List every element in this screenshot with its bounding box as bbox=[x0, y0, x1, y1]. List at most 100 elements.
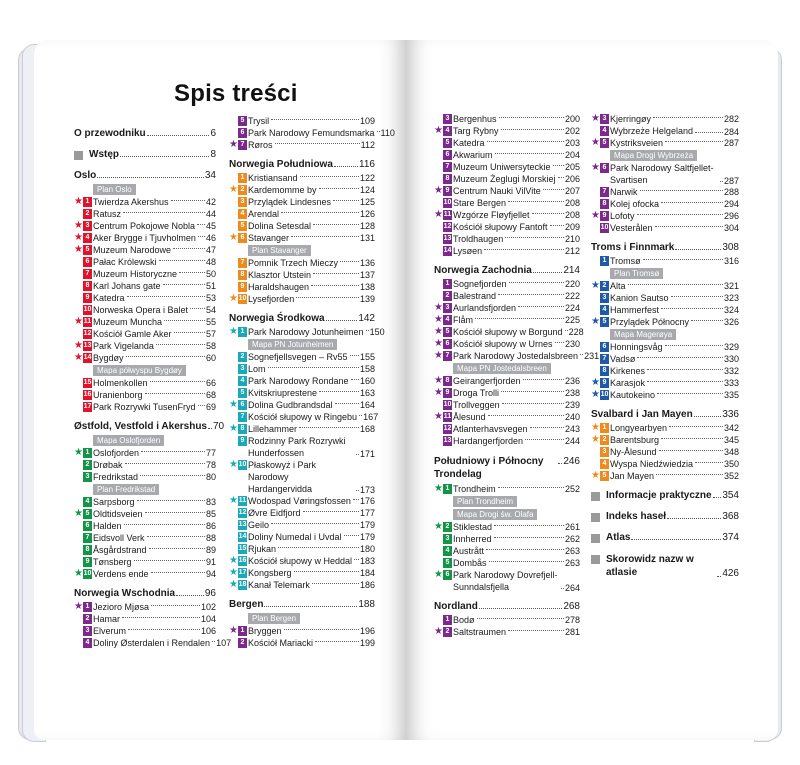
toc-entry[interactable]: 7 Muzeum Uniwersyteckie 205 bbox=[434, 161, 580, 173]
toc-entry[interactable]: 12 Øvre Eidfjord 177 bbox=[229, 507, 375, 519]
toc-entry[interactable]: ★ 1 Twierdza Akershus 42 bbox=[74, 196, 216, 208]
map-reference-badge[interactable]: Plan Bergen bbox=[248, 613, 301, 624]
toc-entry[interactable]: 7 Eidsvoll Verk 88 bbox=[74, 532, 216, 544]
toc-entry[interactable]: 14 Lysøen 212 bbox=[434, 245, 580, 257]
toc-entry[interactable]: 8 Åsgårdstrand 89 bbox=[74, 544, 216, 556]
toc-entry[interactable]: ★ 7 Røros 112 bbox=[229, 139, 375, 151]
toc-entry[interactable]: ★ 2 Stiklestad 261 bbox=[434, 521, 580, 533]
toc-entry[interactable]: ★ 11 Ålesund 240 bbox=[434, 411, 580, 423]
toc-entry[interactable]: 8 Kolej ofocka 294 bbox=[591, 198, 739, 210]
toc-entry[interactable]: 8 Muzeum Żeglugi Morskiej 206 bbox=[434, 173, 580, 185]
toc-entry[interactable]: 4 Sarpsborg 83 bbox=[74, 496, 216, 508]
map-reference-badge[interactable]: Plan Stavanger bbox=[248, 245, 311, 256]
section-heading[interactable]: Norwegia Wschodnia 96 bbox=[74, 588, 216, 599]
toc-entry[interactable]: ★ 10 Lysefjorden 139 bbox=[229, 293, 375, 305]
toc-entry[interactable]: 16 Uranienborg 68 bbox=[74, 389, 216, 401]
toc-entry[interactable]: ★ 1 Longyearbyen 342 bbox=[591, 422, 739, 434]
toc-entry[interactable]: 10 Vesterålen 304 bbox=[591, 222, 739, 234]
chapter-heading[interactable]: Indeks haseł 368 bbox=[591, 511, 739, 522]
section-heading[interactable]: Norwegia Zachodnia 214 bbox=[434, 265, 580, 276]
section-heading[interactable]: Troms i Finnmark 308 bbox=[591, 242, 739, 253]
toc-entry[interactable]: 5 Trysil 109 bbox=[229, 115, 375, 127]
map-reference-badge[interactable]: Plan Tromsø bbox=[610, 268, 664, 279]
toc-entry[interactable]: ★ 6 Kościół słupowy w Urnes 230 bbox=[434, 338, 580, 350]
toc-entry[interactable]: ★ 11 Wzgórze Fløyfjellet 208 bbox=[434, 209, 580, 221]
toc-entry[interactable]: 3 Elverum 106 bbox=[74, 625, 216, 637]
toc-entry[interactable]: 2 Kościół Mariacki 199 bbox=[229, 637, 375, 649]
toc-entry[interactable]: 3 Fredrikstad 80 bbox=[74, 471, 216, 483]
map-reference-badge[interactable]: Mapa półwyspu Bygdøy bbox=[93, 365, 186, 376]
toc-entry[interactable]: ★ 9 Centrum Nauki VilVite 207 bbox=[434, 185, 580, 197]
toc-entry[interactable]: ★ 11 Muzeum Muncha 55 bbox=[74, 316, 216, 328]
toc-entry[interactable]: 4 Doliny Østerdalen i Rendalen 107 bbox=[74, 637, 231, 649]
toc-entry[interactable]: ★ 9 Karasjok 333 bbox=[591, 377, 739, 389]
toc-entry[interactable]: ★ 9 Droga Trolli 238 bbox=[434, 387, 580, 399]
toc-entry[interactable]: 1 Sognefjorden 220 bbox=[434, 278, 580, 290]
toc-entry[interactable]: 2 Hamar 104 bbox=[74, 613, 216, 625]
toc-entry[interactable]: 4 Arendal 126 bbox=[229, 208, 375, 220]
toc-entry[interactable]: ★ 4 Targ Rybny 202 bbox=[434, 125, 580, 137]
map-reference-badge[interactable]: Mapa Magerøya bbox=[610, 329, 677, 340]
toc-entry[interactable]: ★ 5 Przylądek Północny 326 bbox=[591, 316, 739, 328]
chapter-heading[interactable]: Atlas 374 bbox=[591, 532, 739, 543]
toc-entry[interactable]: ★ 7 Park Narodowy Jostedalsbreen 231 bbox=[434, 350, 599, 362]
toc-entry[interactable]: 2 Ratusz 44 bbox=[74, 208, 216, 220]
map-reference-badge[interactable]: Plan Oslo bbox=[93, 184, 136, 195]
section-heading[interactable]: Nordland 268 bbox=[434, 601, 580, 612]
section-heading[interactable]: Bergen 188 bbox=[229, 599, 375, 610]
toc-entry[interactable]: 6 Halden 86 bbox=[74, 520, 216, 532]
toc-entry[interactable]: 3 Ny-Ålesund 348 bbox=[591, 446, 739, 458]
toc-entry[interactable]: ★ 5 Oldtidsveien 85 bbox=[74, 508, 216, 520]
toc-entry[interactable]: ★ 2 Kardemomme by 124 bbox=[229, 184, 375, 196]
toc-entry[interactable]: 9 Haraldshaugen 138 bbox=[229, 281, 375, 293]
toc-entry[interactable]: 3 Przylądek Lindesnes 125 bbox=[229, 196, 375, 208]
toc-entry[interactable]: 8 Klasztor Utstein 137 bbox=[229, 269, 375, 281]
section-heading[interactable]: Norwegia Południowa 116 bbox=[229, 159, 375, 170]
toc-entry[interactable]: 17 Park Rozrywki TusenFryd 69 bbox=[74, 401, 216, 413]
toc-entry[interactable]: ★ 11 Wodospad Vøringsfossen 176 bbox=[229, 495, 375, 507]
toc-entry[interactable]: ★ 2 Barentsburg 345 bbox=[591, 434, 739, 446]
toc-entry[interactable]: 4 Hammerfest 324 bbox=[591, 304, 739, 316]
toc-entry[interactable]: ★ 2 Saltstraumen 281 bbox=[434, 626, 580, 638]
toc-entry[interactable]: 5 Dombås 263 bbox=[434, 557, 580, 569]
toc-entry[interactable]: 9 Katedra 53 bbox=[74, 292, 216, 304]
toc-entry[interactable]: 10 Norweska Opera i Balet 54 bbox=[74, 304, 216, 316]
toc-entry[interactable]: ★ 6 Park Narodowy Saltfjellet-Svartisen 287 bbox=[591, 162, 739, 186]
toc-entry[interactable]: 13 Hardangerfjorden 244 bbox=[434, 435, 580, 447]
toc-entry[interactable]: ★ 3 Kjerringøy 282 bbox=[591, 113, 739, 125]
toc-entry[interactable]: ★ 5 Kościół słupowy w Borgund 228 bbox=[434, 326, 584, 338]
toc-entry[interactable]: ★ 16 Kościół słupowy w Heddal 183 bbox=[229, 555, 375, 567]
toc-entry[interactable]: 2 Balestrand 222 bbox=[434, 290, 580, 302]
map-reference-badge[interactable]: Mapa Oslofjorden bbox=[93, 435, 165, 446]
toc-entry[interactable]: 7 Kościół słupowy w Ringebu 167 bbox=[229, 411, 378, 423]
map-reference-badge[interactable]: Mapa Drogi św. Olafa bbox=[453, 509, 538, 520]
toc-entry[interactable]: ★ 10 Verdens ende 94 bbox=[74, 568, 216, 580]
toc-entry[interactable]: ★ 3 Aurlandsfjorden 224 bbox=[434, 302, 580, 314]
toc-entry[interactable]: 13 Troldhaugen 210 bbox=[434, 233, 580, 245]
toc-entry[interactable]: 2 Drøbak 78 bbox=[74, 459, 216, 471]
toc-entry[interactable]: 3 Lom 158 bbox=[229, 363, 375, 375]
toc-entry[interactable]: 7 Vadsø 330 bbox=[591, 353, 739, 365]
section-heading[interactable]: O przewodniku 6 bbox=[74, 128, 216, 139]
toc-entry[interactable]: 1 Bodø 278 bbox=[434, 614, 580, 626]
toc-entry[interactable]: ★ 10 Płaskowyż i Park Narodowy Hardangervi… bbox=[229, 459, 375, 495]
toc-entry[interactable]: ★ 5 Kystriksveien 287 bbox=[591, 137, 739, 149]
toc-entry[interactable]: ★ 8 Lillehammer 168 bbox=[229, 423, 375, 435]
toc-entry[interactable]: 7 Muzeum Historyczne 50 bbox=[74, 268, 216, 280]
toc-entry[interactable]: 9 Rodzinny Park Rozrywki Hunderfossen 171 bbox=[229, 435, 375, 459]
section-heading[interactable]: Norwegia Środkowa 142 bbox=[229, 313, 375, 324]
section-heading[interactable]: Østfold, Vestfold i Akershus 70 bbox=[74, 421, 224, 432]
toc-entry[interactable]: 4 Wyspa Niedźwiedzia 350 bbox=[591, 458, 739, 470]
toc-entry[interactable]: ★ 6 Dolina Gudbrandsdal 164 bbox=[229, 399, 375, 411]
toc-entry[interactable]: 12 Atlanterhavsvegen 243 bbox=[434, 423, 580, 435]
toc-entry[interactable]: 8 Kirkenes 332 bbox=[591, 365, 739, 377]
toc-entry[interactable]: ★ 3 Centrum Pokojowe Nobla 45 bbox=[74, 220, 216, 232]
toc-entry[interactable]: 4 Park Narodowy Rondane 160 bbox=[229, 375, 375, 387]
toc-entry[interactable]: 9 Tønsberg 91 bbox=[74, 556, 216, 568]
toc-entry[interactable]: 3 Innherred 262 bbox=[434, 533, 580, 545]
toc-entry[interactable]: 3 Kanion Sautso 323 bbox=[591, 292, 739, 304]
section-heading[interactable]: Oslo 34 bbox=[74, 170, 216, 181]
toc-entry[interactable]: 6 Park Narodowy Femundsmarka 110 bbox=[229, 127, 395, 139]
toc-entry[interactable]: 14 Doliny Numedal i Uvdal 179 bbox=[229, 531, 375, 543]
toc-entry[interactable]: 5 Dolina Setesdal 128 bbox=[229, 220, 375, 232]
